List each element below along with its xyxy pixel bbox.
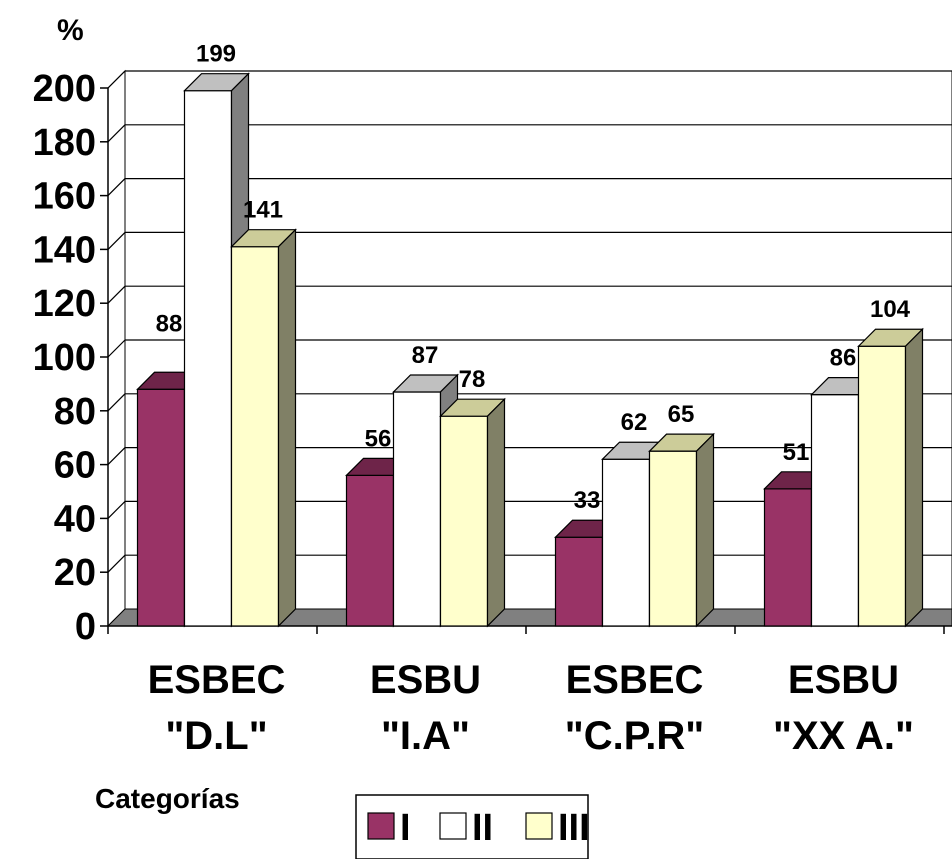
y-unit-label: % [57,14,84,47]
bar-side [695,432,715,628]
bar-front [554,536,604,627]
data-label: 87 [412,342,439,369]
y-tick-label: 100 [33,337,96,379]
data-label: 65 [668,401,695,428]
x-axis-title: Categorías [95,783,240,814]
gridline-diagonal [107,178,126,197]
bar-front [183,90,233,627]
bar-front [136,388,186,627]
bar-front [857,345,907,627]
y-tick-label: 140 [33,229,96,271]
y-tick-label: 180 [33,122,96,164]
y-tick-label: 200 [33,68,96,110]
bar-front [601,458,651,627]
gridline-diagonal [107,447,126,466]
bar-front [230,246,280,627]
data-label: 104 [870,296,911,323]
legend: I II III [355,794,590,859]
bar-front [345,474,395,627]
data-label: 78 [459,366,486,393]
data-label: 86 [830,345,857,372]
legend-label: III [558,807,590,849]
bar-side [904,327,924,628]
category-label: ESBEC [566,658,704,702]
legend-swatch [439,812,467,840]
legend-label: I [400,807,411,849]
bar-side [486,397,506,628]
y-tick-label: 0 [75,606,96,648]
category-label: ESBEC [148,658,286,702]
x-category-labels: ESBEC "D.L" ESBU "I.A" ESBEC "C.P.R" ESBU "XX A… [148,658,914,758]
data-label: 51 [783,439,810,466]
category-label: "I.A" [381,714,470,758]
bar-front [648,450,698,627]
data-label: 199 [196,41,236,68]
bars [136,72,924,628]
y-tick-labels: 0 20 40 60 80 100 120 140 160 180 200 [33,68,96,648]
legend-label: II [472,807,493,849]
y-tick-label: 60 [54,445,96,487]
bar-side [277,228,297,628]
category-label: ESBU [788,658,899,702]
bar-front [763,488,813,627]
gridline-diagonal [107,393,126,412]
data-label: 33 [574,487,601,514]
y-tick-label: 120 [33,283,96,325]
y-tick-label: 40 [54,498,96,540]
gridline-diagonal [107,285,126,304]
gridline-diagonal [107,500,126,519]
data-labels: 88 199 141 56 87 78 33 62 65 51 86 104 [156,41,911,515]
data-label: 62 [621,409,648,436]
bar-front [392,391,442,627]
bar-front [810,394,860,627]
legend-swatch [525,812,553,840]
y-tick-label: 20 [54,552,96,594]
category-label: "C.P.R" [565,714,704,758]
category-label: ESBU [370,658,481,702]
category-label: "XX A." [773,714,914,758]
y-tick-label: 80 [54,391,96,433]
gridline-diagonal [107,339,126,358]
gridline-diagonal [107,70,126,89]
bar-front [439,415,489,627]
gridline-diagonal [107,231,126,250]
gridline-diagonal [107,554,126,573]
legend-swatch [367,812,395,840]
gridline-diagonal [107,124,126,143]
data-label: 56 [365,425,392,452]
data-label: 141 [243,197,283,224]
y-tick-label: 160 [33,176,96,218]
data-label: 88 [156,310,183,337]
category-label: "D.L" [165,714,267,758]
